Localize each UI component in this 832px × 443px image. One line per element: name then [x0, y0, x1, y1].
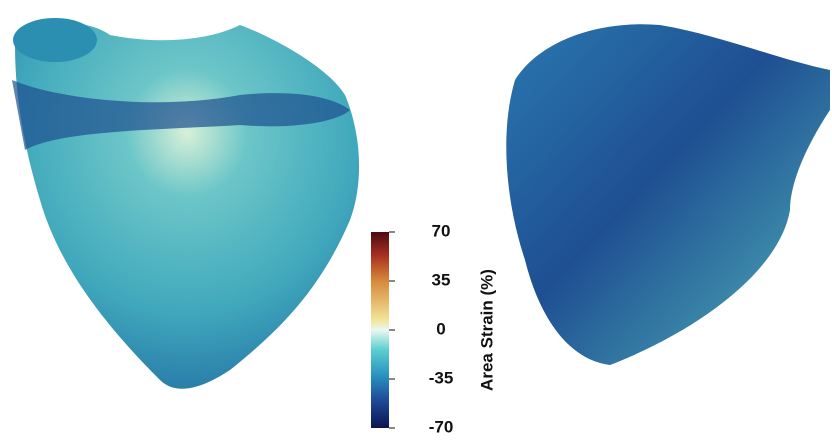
colorbar	[371, 232, 389, 428]
right-heart-mesh	[506, 24, 830, 365]
left-heart-mesh	[15, 23, 360, 389]
left-heart-opening	[13, 18, 97, 62]
colorbar-label: Area Strain (%)	[477, 269, 496, 391]
colorbar-tick-label: 70	[432, 221, 451, 240]
colorbar-tick-label: 35	[432, 270, 451, 289]
colorbar-tick-label: -70	[429, 417, 454, 436]
left-heart-band	[12, 80, 350, 150]
colorbar-tick-label: 0	[436, 319, 445, 338]
colorbar-tick-label: -35	[429, 368, 454, 387]
